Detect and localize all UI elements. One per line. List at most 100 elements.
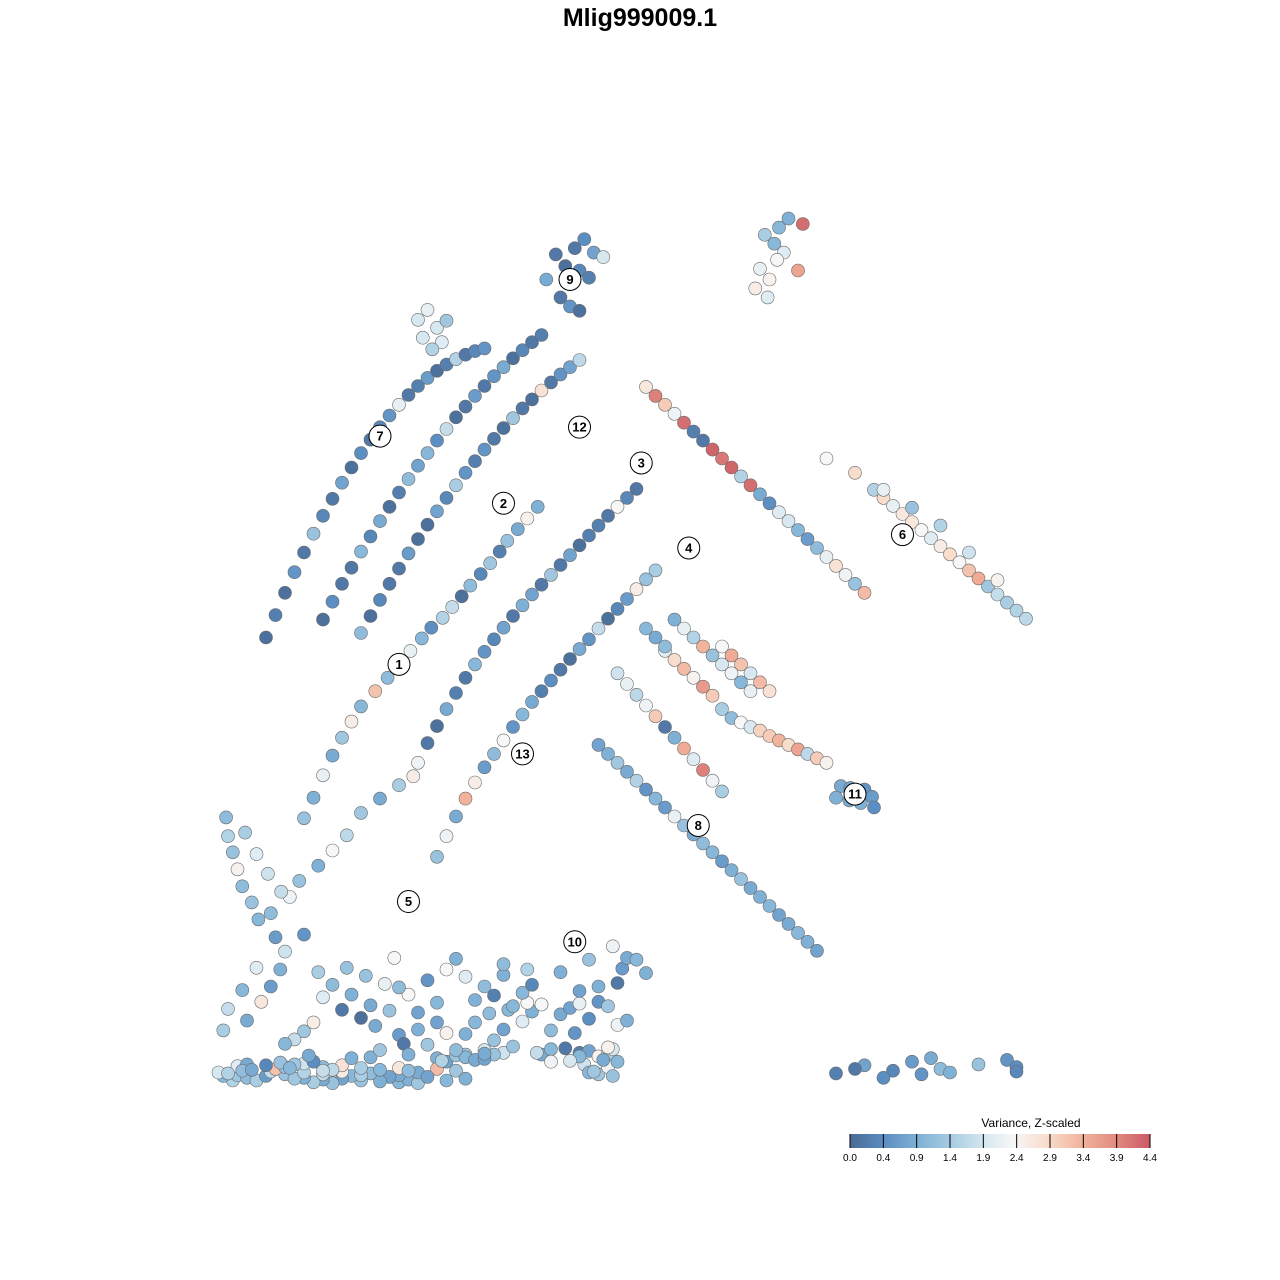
cluster-label-2: 2 [492,491,515,515]
data-point [344,987,359,1002]
data-point [515,343,530,358]
data-point [648,389,663,403]
data-point [449,686,463,700]
data-point [506,351,520,366]
data-point [306,526,321,541]
cluster-label-text: 3 [638,455,645,470]
data-point [677,621,691,636]
data-point [325,977,340,992]
data-point [610,755,625,770]
data-point [677,415,691,430]
cluster-label-12: 12 [568,415,591,439]
data-point [686,630,701,645]
data-point [221,829,235,844]
data-point [667,653,682,667]
data-point [401,1063,416,1078]
data-point [339,960,354,975]
data-point [572,303,587,318]
data-point [468,454,482,469]
data-point [496,957,511,972]
data-point [487,369,501,384]
data-point [943,547,957,562]
data-point [971,571,986,586]
data-point [876,482,891,497]
data-point [263,906,278,921]
data-point [577,232,592,246]
data-point [582,1011,596,1026]
data-point [715,854,729,869]
data-point [506,720,520,734]
data-point [686,424,701,439]
cluster-label-4: 4 [677,536,701,560]
data-point [463,578,478,593]
data-point [601,747,615,761]
data-point [221,1066,235,1081]
cluster-label-13: 13 [511,742,534,766]
data-point [696,763,710,777]
data-point [610,1054,625,1069]
data-point [715,657,729,672]
data-point [715,451,729,466]
data-point [240,1013,254,1028]
data-point [458,1027,473,1041]
data-point [553,367,568,382]
data-point [430,849,444,864]
data-point [468,389,482,403]
data-point [487,988,501,1003]
chart-title: Mlig999009.1 [563,4,717,32]
data-point [876,1071,891,1085]
data-point [610,976,625,990]
data-point [648,791,663,806]
data-point [344,1051,359,1065]
data-point [529,1046,544,1060]
data-point [439,962,454,977]
data-point [781,211,796,226]
data-point [268,930,283,945]
data-point [245,895,259,910]
data-point [743,478,758,493]
data-point [990,573,1005,588]
data-point [734,469,748,484]
data-point [971,1057,986,1072]
data-point [382,576,397,591]
data-point [235,879,250,894]
data-point [292,874,307,888]
data-point [259,1058,273,1073]
data-point [734,872,748,886]
cluster-label-circle [511,742,534,766]
data-point [335,475,349,490]
data-point [762,899,777,913]
data-point [496,733,511,748]
data-point [483,556,498,571]
data-point [658,800,672,815]
data-point [705,688,720,703]
data-point [487,632,501,647]
data-point [515,707,530,722]
data-point [724,648,739,663]
legend-tick-label: 3.9 [1110,1153,1124,1164]
data-point [539,272,554,287]
data-point [311,858,326,873]
data-point [506,411,520,426]
data-point [558,1041,573,1056]
data-point [496,360,511,375]
data-point [582,270,596,285]
data-point [781,514,796,528]
data-point [829,1066,843,1081]
data-point [753,487,767,502]
data-point [886,1063,900,1078]
data-point [301,1048,316,1063]
data-point [905,1054,919,1069]
data-point [454,589,469,604]
data-point [572,353,587,367]
data-point [473,567,488,581]
legend-colorbar [850,1134,1150,1148]
data-point [411,1005,425,1020]
data-point [316,612,330,627]
data-point [249,960,264,975]
data-point [757,228,772,242]
data-point [791,263,805,278]
data-point [515,598,530,613]
data-point [449,809,463,824]
data-point [219,810,233,825]
